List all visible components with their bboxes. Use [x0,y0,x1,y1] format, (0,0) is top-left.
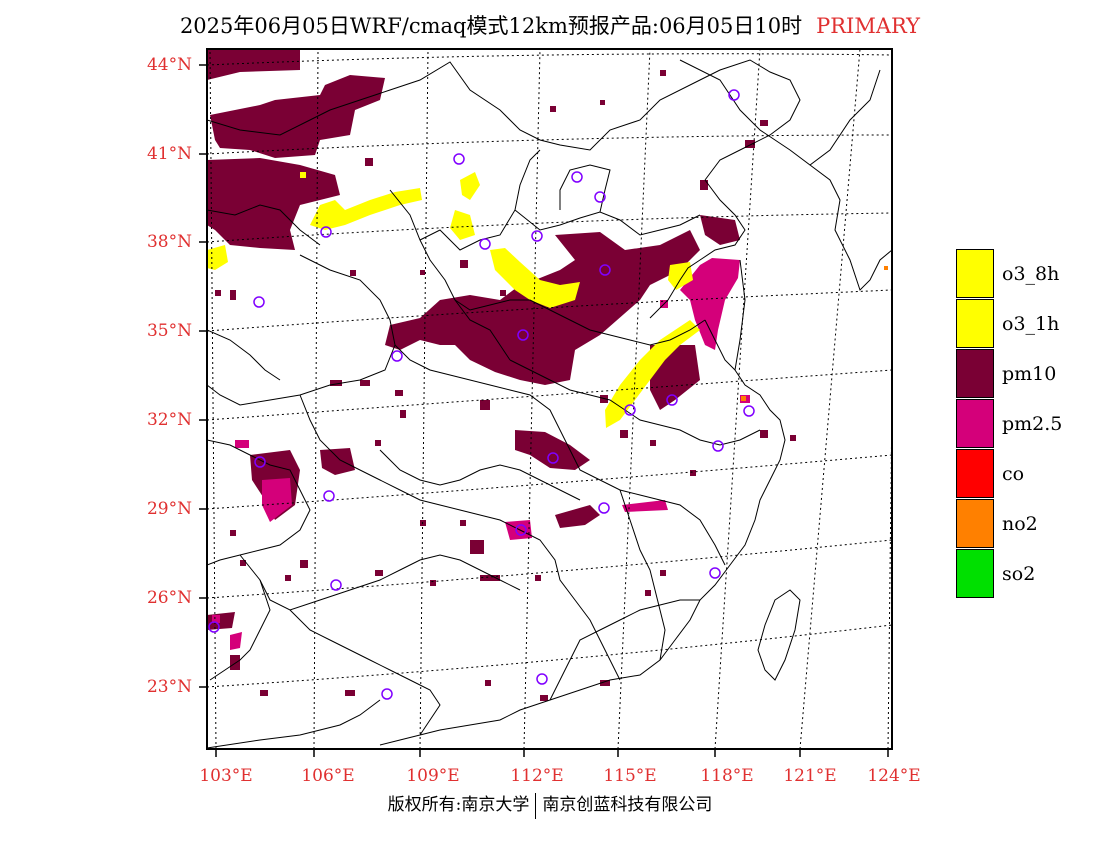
lon-label-106: 106°E [301,766,355,786]
lat-label-26: 26°N [146,588,192,608]
title-tag: PRIMARY [816,14,921,38]
lon-label-109: 109°E [406,766,460,786]
map-content [207,49,892,749]
lat-label-32: 32°N [146,410,192,430]
legend-swatch [956,299,994,348]
copyright-right: 南京创蓝科技有限公司 [542,795,713,815]
legend-label: so2 [1002,563,1036,585]
legend-swatch [956,549,994,598]
lon-label-103: 103°E [199,766,253,786]
footer-divider [535,792,537,819]
legend-swatch [956,349,994,398]
lon-label-115: 115°E [603,766,657,786]
boundaries [207,59,892,749]
legend-swatch [956,499,994,548]
map-frame [206,48,893,750]
legend-swatch [956,249,994,298]
legend-label: o3_8h [1002,263,1060,285]
legend-label: no2 [1002,513,1038,535]
legend-label: o3_1h [1002,313,1060,335]
title-text: 2025年06月05日WRF/cmaq模式12km预报产品:06月05日10时 [179,14,803,38]
lat-label-38: 38°N [146,232,192,252]
axis-ticks [199,64,889,757]
legend-label: pm10 [1002,363,1057,385]
copyright-left: 版权所有:南京大学 [387,795,530,815]
lon-label-124: 124°E [867,766,921,786]
lat-label-44: 44°N [146,55,192,75]
copyright-footer: 版权所有:南京大学 南京创蓝科技有限公司 [0,790,1100,819]
no2-pixel-2 [741,396,746,401]
map-title: 2025年06月05日WRF/cmaq模式12km预报产品:06月05日10时 P… [0,10,1100,40]
legend-label: pm2.5 [1002,413,1063,435]
legend-label: co [1002,463,1025,485]
lon-label-121: 121°E [783,766,837,786]
lat-label-23: 23°N [146,677,192,697]
lat-label-41: 41°N [146,144,192,164]
station-markers [208,89,755,700]
no2-pixel [884,266,888,270]
lat-label-35: 35°N [146,321,192,341]
lon-label-112: 112°E [510,766,564,786]
lat-label-29: 29°N [146,499,192,519]
legend-swatch [956,399,994,448]
lon-label-118: 118°E [700,766,754,786]
legend-swatch [956,449,994,498]
